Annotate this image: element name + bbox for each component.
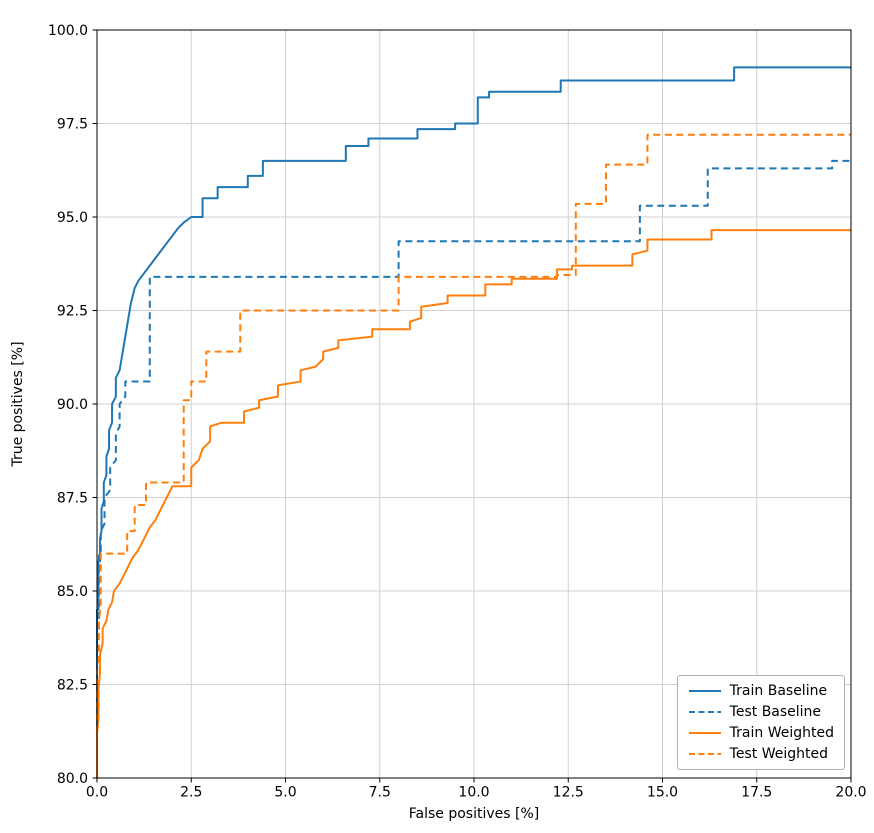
legend-item-train-baseline: Train Baseline xyxy=(688,683,834,699)
y-tick-label: 97.5 xyxy=(57,116,88,132)
x-tick-label: 12.5 xyxy=(553,785,584,801)
legend: Train Baseline Test Baseline Train Weigh… xyxy=(676,675,845,770)
legend-label-test-weighted: Test Weighted xyxy=(729,746,828,762)
y-tick-label: 87.5 xyxy=(57,490,88,506)
legend-label-train-weighted: Train Weighted xyxy=(729,725,834,741)
x-tick-label: 17.5 xyxy=(741,785,772,801)
legend-line-test-weighted-icon xyxy=(688,749,722,759)
series-line-train-baseline xyxy=(96,66,851,778)
y-tick-label: 95.0 xyxy=(57,210,88,226)
series-line-test-weighted xyxy=(96,133,851,778)
x-tick-label: 10.0 xyxy=(458,785,489,801)
x-tick-label: 0.0 xyxy=(86,785,108,801)
legend-line-train-baseline-icon xyxy=(688,686,722,696)
y-tick-label: 92.5 xyxy=(57,303,88,319)
x-tick-label: 7.5 xyxy=(369,785,391,801)
series-line-train-weighted xyxy=(96,229,851,778)
x-tick-label: 20.0 xyxy=(835,785,866,801)
legend-item-test-baseline: Test Baseline xyxy=(688,704,834,720)
y-tick-label: 90.0 xyxy=(57,397,88,413)
legend-item-test-weighted: Test Weighted xyxy=(688,746,834,762)
y-tick-label: 80.0 xyxy=(57,771,88,787)
legend-item-train-weighted: Train Weighted xyxy=(688,725,834,741)
y-tick-label: 100.0 xyxy=(48,23,88,39)
x-tick-label: 2.5 xyxy=(180,785,202,801)
y-tick-label: 82.5 xyxy=(57,677,88,693)
x-tick-label: 5.0 xyxy=(274,785,296,801)
legend-label-train-baseline: Train Baseline xyxy=(729,683,828,699)
legend-label-test-baseline: Test Baseline xyxy=(729,704,822,720)
y-axis-label: True positives [%] xyxy=(10,341,26,467)
series-line-test-baseline xyxy=(96,159,851,778)
y-tick-label: 85.0 xyxy=(57,584,88,600)
legend-line-test-baseline-icon xyxy=(688,707,722,717)
x-tick-label: 15.0 xyxy=(647,785,678,801)
legend-line-train-weighted-icon xyxy=(688,728,722,738)
x-axis-label: False positives [%] xyxy=(408,806,540,822)
